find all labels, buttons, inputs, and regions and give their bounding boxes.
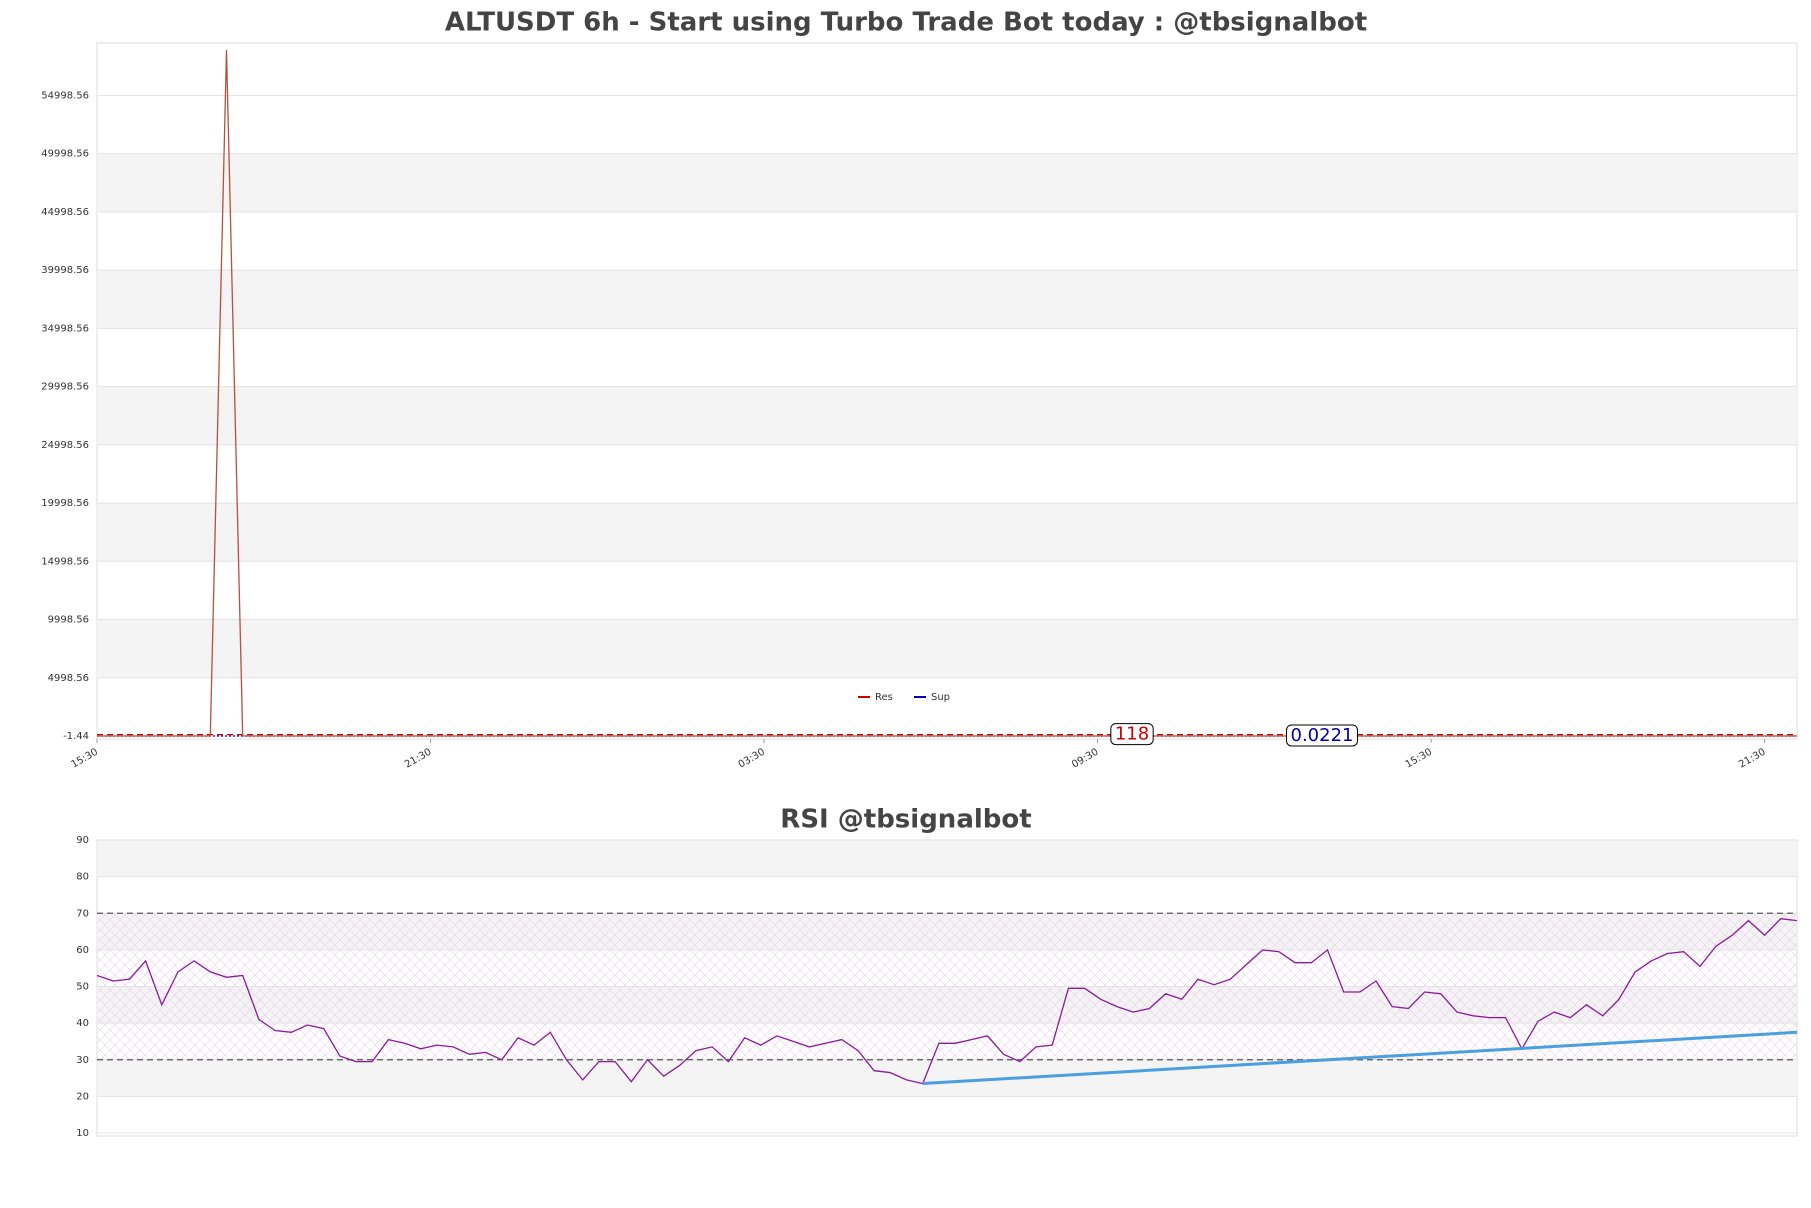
- y-tick-label: 34998.56: [41, 323, 89, 334]
- y-tick-label: 40: [76, 1018, 89, 1029]
- y-tick-label: 29998.56: [41, 382, 89, 393]
- grid-band: [97, 503, 1797, 562]
- y-tick-label: -1.44: [63, 731, 89, 742]
- y-tick-label: 60: [76, 945, 89, 956]
- grid-band: [97, 386, 1797, 445]
- y-tick-label: 10: [76, 1128, 89, 1139]
- y-tick-label: 4998.56: [48, 673, 89, 684]
- y-tick-label: 19998.56: [41, 498, 89, 509]
- annotation-box: [1110, 723, 1154, 746]
- grid-band: [97, 1059, 1797, 1097]
- data-line: [96, 918, 1798, 1085]
- y-tick-label: 14998.56: [41, 556, 89, 567]
- y-tick-label: 24998.56: [41, 440, 89, 451]
- annotation-label: 118: [1115, 724, 1149, 745]
- legend-label: Sup: [931, 692, 950, 703]
- x-tick-label: 03:30: [737, 747, 767, 771]
- y-tick-label: 39998.56: [41, 265, 89, 276]
- chart-title: ALTUSDT 6h - Start using Turbo Trade Bot…: [445, 8, 1367, 38]
- grid-band: [97, 619, 1797, 678]
- data-line: [97, 49, 1797, 737]
- y-tick-label: 30: [76, 1055, 89, 1066]
- y-tick-label: 54998.56: [41, 90, 89, 101]
- x-tick-label: 09:30: [1070, 747, 1100, 771]
- x-tick-label: 15:30: [70, 747, 100, 771]
- y-tick-label: 20: [76, 1091, 89, 1102]
- y-tick-label: 49998.56: [41, 149, 89, 160]
- grid-band: [97, 840, 1797, 877]
- y-tick-label: 70: [76, 908, 89, 919]
- level-annotation: 118: [1110, 723, 1154, 746]
- legend-label: Res: [875, 692, 893, 703]
- trend-line: [922, 1030, 1798, 1086]
- y-tick-label: 9998.56: [48, 615, 89, 626]
- grid-band: [97, 270, 1797, 329]
- annotation-box: [1286, 724, 1358, 747]
- y-tick-label: 50: [76, 982, 89, 993]
- x-tick-label: 21:30: [1737, 747, 1767, 771]
- level-annotation: 0.0221: [1286, 724, 1358, 747]
- rsi-title: RSI @tbsignalbot: [780, 805, 1031, 835]
- grid-band: [97, 153, 1797, 212]
- y-tick-label: 90: [76, 835, 89, 846]
- x-tick-label: 15:30: [1404, 747, 1434, 771]
- annotation-label: 0.0221: [1291, 725, 1354, 746]
- y-tick-label: 80: [76, 872, 89, 883]
- y-tick-label: 44998.56: [41, 207, 89, 218]
- x-tick-label: 21:30: [403, 747, 433, 771]
